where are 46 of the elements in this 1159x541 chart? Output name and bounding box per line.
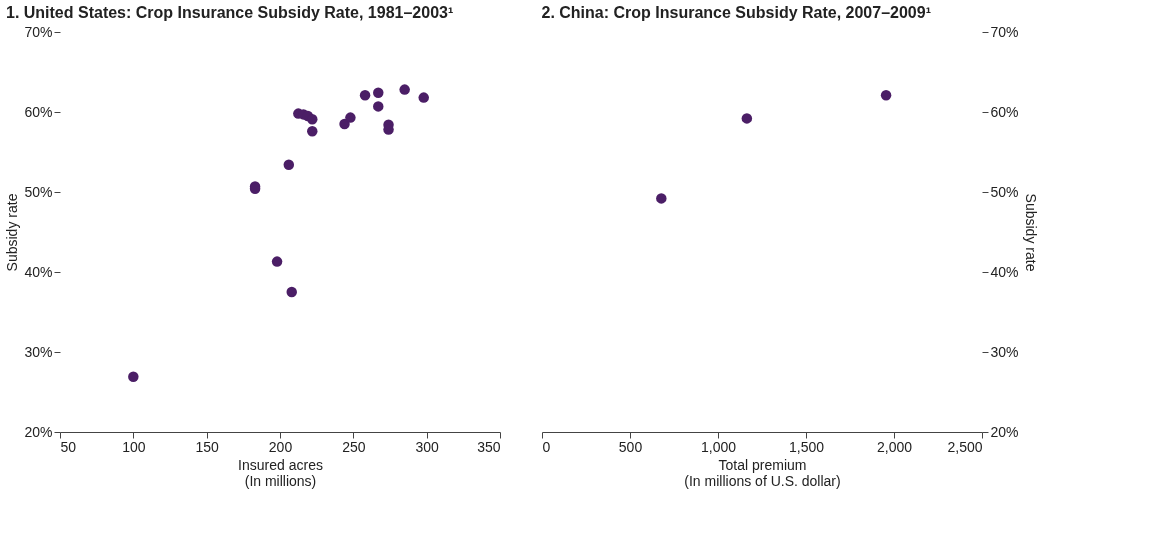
- x-tick-label: 250: [342, 438, 366, 455]
- y2-axis-title: Subsidy rate: [1022, 193, 1039, 272]
- y-tick-label: 70%: [24, 23, 53, 40]
- point: [418, 92, 429, 103]
- point: [286, 286, 297, 298]
- y2-tick-label: 50%: [990, 183, 1019, 200]
- x-tick-label: 2,500: [947, 438, 983, 455]
- x-axis-title: Total premium (In millions of U.S. dollar): [684, 456, 841, 489]
- point: [283, 159, 295, 171]
- x-tick-label: 50: [60, 438, 77, 455]
- point: [307, 125, 318, 137]
- y-tick-label: 60%: [24, 103, 53, 120]
- x-tick-label: 300: [415, 438, 440, 455]
- x-tick-label: 1,500: [788, 438, 825, 455]
- point: [271, 256, 283, 267]
- y-tick-label: 40%: [24, 263, 53, 280]
- x-tick-label: 150: [195, 438, 220, 455]
- y2-tick-label: 60%: [990, 103, 1019, 120]
- y-tick-label: 20%: [24, 423, 53, 440]
- point: [399, 84, 410, 95]
- x-tick-label: 200: [268, 438, 293, 455]
- point: [373, 101, 384, 112]
- point: [128, 371, 139, 383]
- y2-tick-label: 70%: [990, 23, 1019, 40]
- x-axis-title: Insured acres (In millions): [238, 456, 323, 489]
- x-tick-label: 350: [477, 438, 501, 455]
- point: [880, 89, 892, 101]
- point: [656, 193, 667, 204]
- chart-title: 2. China: Crop Insurance Subsidy Rate, 2007–2009¹: [541, 4, 931, 21]
- y-tick-label: 30%: [24, 343, 53, 360]
- x-tick-label: 1,000: [700, 438, 737, 455]
- y2-tick-label: 30%: [990, 343, 1019, 360]
- x-tick-label: 500: [618, 438, 643, 455]
- x-tick-label: 2,000: [876, 438, 913, 455]
- point: [307, 113, 318, 125]
- y2-tick-label: 40%: [990, 263, 1019, 280]
- y-axis-title: Subsidy rate: [4, 193, 21, 272]
- point: [359, 89, 371, 101]
- x-tick-label: 100: [122, 438, 146, 455]
- point: [345, 112, 356, 123]
- point: [741, 113, 753, 124]
- y-tick-label: 50%: [24, 183, 53, 200]
- point: [373, 87, 384, 99]
- chart-title: 1. United States: Crop Insurance Subsidy Rate, 1981–2003¹: [5, 4, 454, 21]
- x-tick-label: 0: [542, 438, 551, 455]
- y2-tick-label: 20%: [990, 423, 1019, 440]
